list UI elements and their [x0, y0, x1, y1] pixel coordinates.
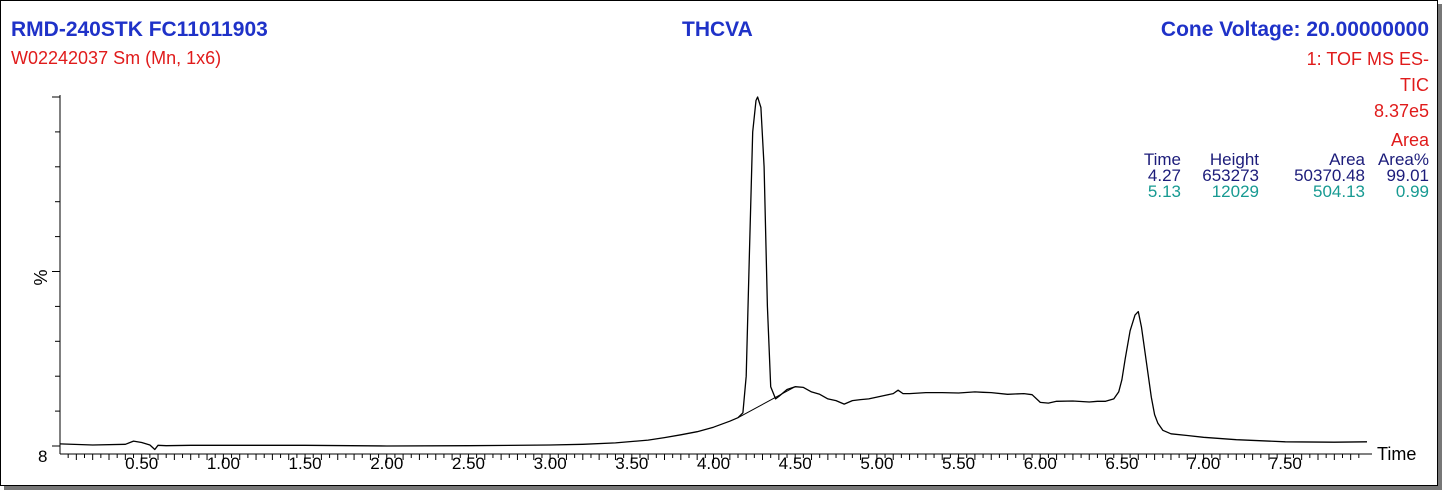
col-area-pct: Area% — [1377, 150, 1429, 169]
peak-table: Time Height Area Area% 4.27 653273 50370… — [1123, 150, 1429, 201]
cell: 12029 — [1211, 182, 1259, 201]
col-time: Time — [1143, 150, 1181, 169]
integration-baseline — [737, 386, 796, 419]
tic-trace-line — [59, 96, 1368, 451]
x-tick-label: 2.50 — [452, 454, 485, 473]
cell: 653273 — [1202, 166, 1259, 185]
x-tick-label: 7.00 — [1187, 454, 1220, 473]
sample-name: RMD-240STK FC11011903 — [11, 18, 268, 41]
cell: 504.13 — [1313, 182, 1365, 201]
x-tick-label: 1.00 — [207, 454, 240, 473]
x-tick-label: 5.00 — [860, 454, 893, 473]
peak-table-header: Time Height Area Area% — [1123, 150, 1429, 169]
y-baseline-label: 8 — [38, 447, 47, 466]
intensity-scale: 8.37e5 — [1373, 101, 1429, 121]
cell: 4.27 — [1147, 166, 1181, 185]
x-tick-label: 7.50 — [1269, 454, 1302, 473]
file-info: W02242037 Sm (Mn, 1x6) — [11, 48, 222, 68]
table-row: 5.13 12029 504.13 0.99 — [1123, 182, 1429, 201]
cell: 99.01 — [1386, 166, 1429, 185]
cell: 0.99 — [1395, 182, 1429, 201]
x-tick-label: 3.00 — [534, 454, 567, 473]
x-tick-label: 1.50 — [289, 454, 322, 473]
col-area: Area — [1329, 150, 1365, 169]
compound-name: THCVA — [682, 18, 753, 41]
x-tick-label: 3.50 — [615, 454, 648, 473]
cone-voltage: Cone Voltage: 20.00000000 — [1160, 18, 1429, 41]
x-axis-label: Time — [1377, 444, 1416, 464]
x-tick-label: 6.00 — [1024, 454, 1057, 473]
table-row: 4.27 653273 50370.48 99.01 — [1123, 166, 1429, 185]
col-height: Height — [1209, 150, 1259, 169]
x-tick-label: 6.50 — [1105, 454, 1138, 473]
x-tick-label: 4.00 — [697, 454, 730, 473]
function-label: 1: TOF MS ES- — [1306, 49, 1429, 69]
cell: 5.13 — [1147, 182, 1181, 201]
y-axis-label: % — [31, 269, 51, 285]
x-tick-label: 2.00 — [370, 454, 403, 473]
cell: 50370.48 — [1294, 166, 1365, 185]
area-label: Area — [1390, 130, 1429, 150]
x-tick-label: 0.50 — [125, 454, 158, 473]
x-tick-label: 5.50 — [942, 454, 975, 473]
trace-label: TIC — [1400, 75, 1429, 95]
x-tick-label: 4.50 — [779, 454, 812, 473]
chromatogram-window: RMD-240STK FC11011903 THCVA Cone Voltage… — [0, 0, 1438, 486]
